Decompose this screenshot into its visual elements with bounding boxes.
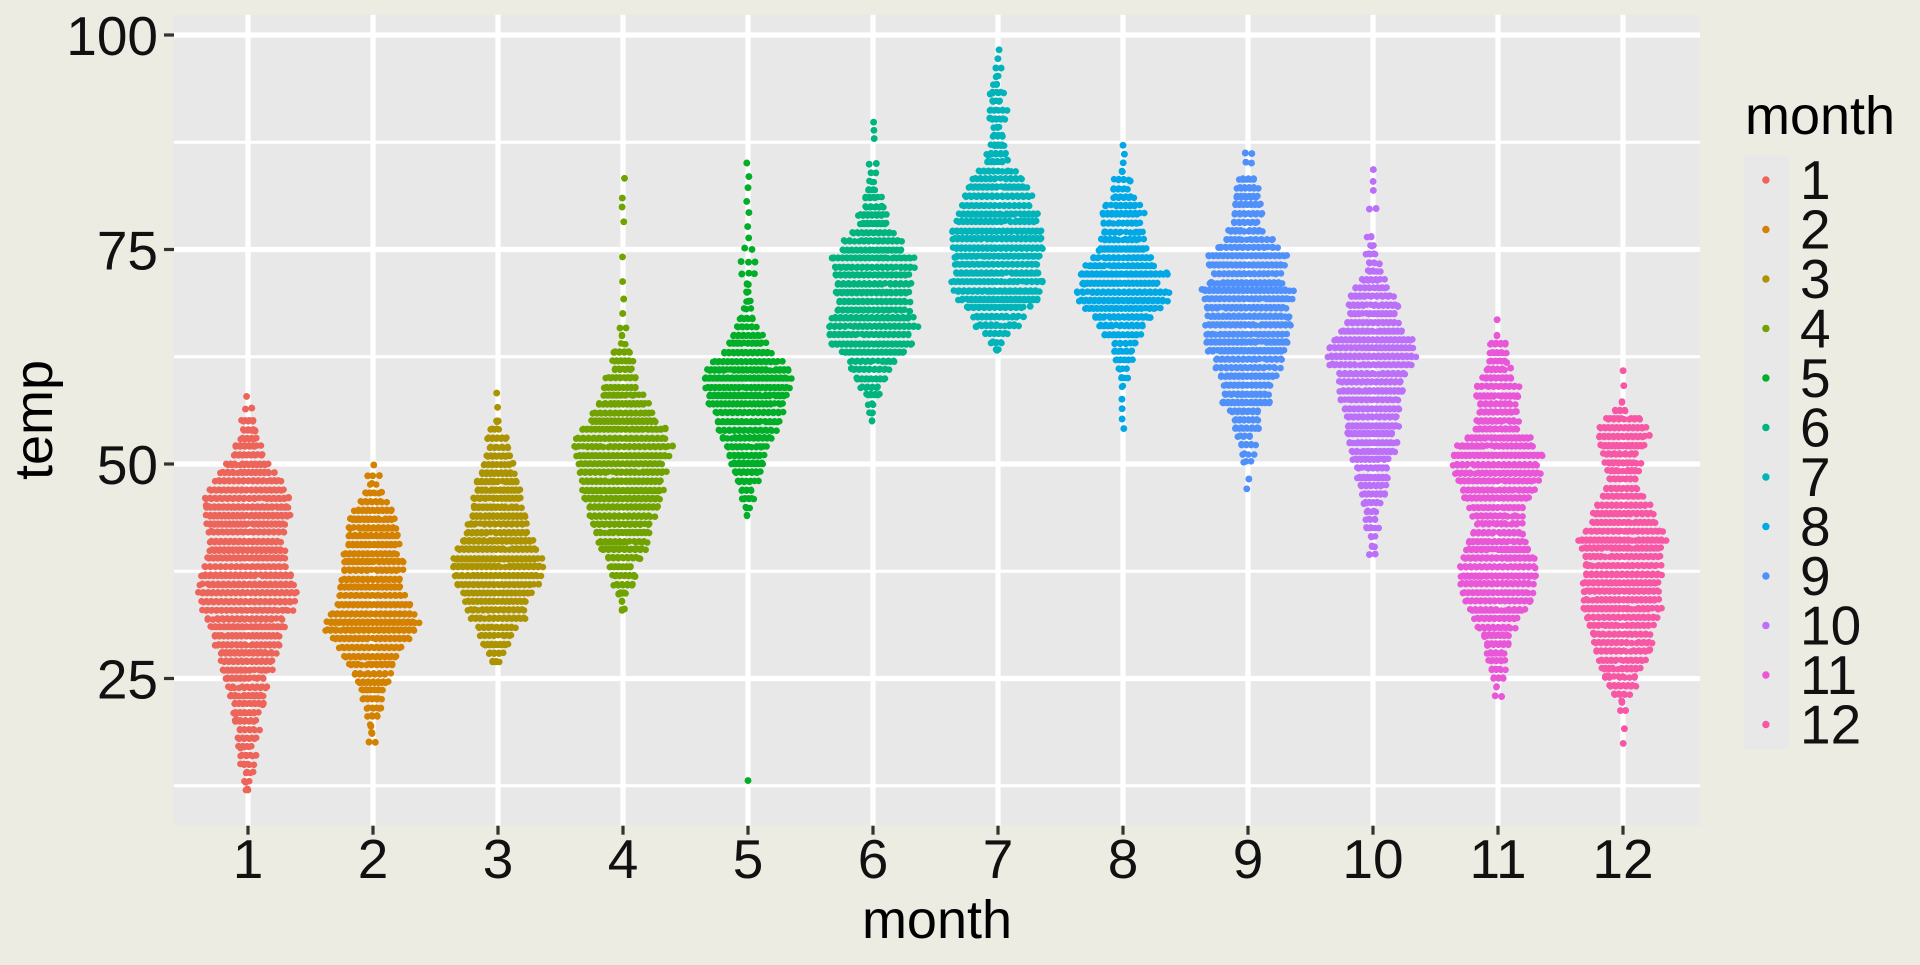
svg-text:temp: temp [4,360,64,480]
svg-text:2: 2 [358,828,389,890]
svg-text:9: 9 [1800,545,1831,607]
svg-text:4: 4 [1800,298,1831,360]
svg-text:7: 7 [983,828,1014,890]
svg-text:3: 3 [1800,248,1831,310]
svg-text:9: 9 [1233,828,1264,890]
svg-text:month: month [1745,86,1895,146]
svg-text:7: 7 [1800,446,1831,508]
svg-text:2: 2 [1800,199,1831,261]
svg-text:month: month [862,890,1012,950]
svg-text:10: 10 [1800,595,1861,657]
svg-text:5: 5 [733,828,764,890]
svg-text:11: 11 [1469,828,1526,890]
svg-text:1: 1 [233,828,264,890]
svg-text:10: 10 [1342,828,1403,890]
svg-text:100: 100 [66,5,158,67]
svg-text:25: 25 [97,649,158,711]
svg-text:8: 8 [1800,496,1831,558]
svg-text:50: 50 [97,434,158,496]
svg-text:6: 6 [1800,397,1831,459]
svg-text:8: 8 [1108,828,1139,890]
svg-text:3: 3 [483,828,514,890]
svg-text:4: 4 [608,828,639,890]
svg-text:6: 6 [858,828,889,890]
svg-text:75: 75 [97,220,158,282]
svg-text:5: 5 [1800,347,1831,409]
svg-text:1: 1 [1800,149,1831,211]
svg-text:11: 11 [1800,644,1857,706]
svg-text:12: 12 [1592,828,1653,890]
svg-text:12: 12 [1800,694,1861,756]
